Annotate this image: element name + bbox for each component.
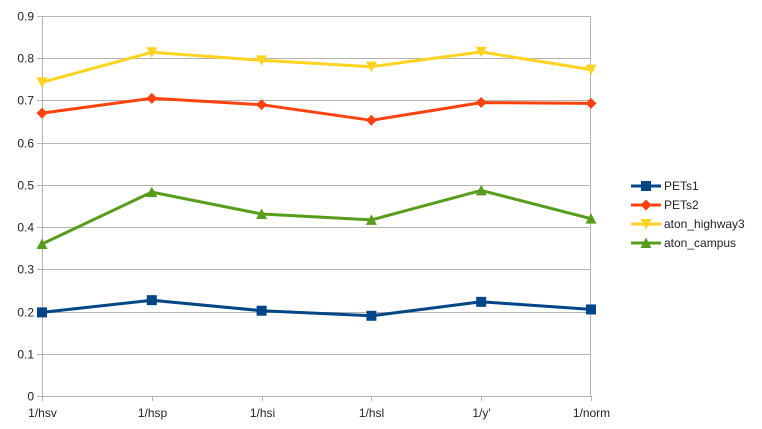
series-group bbox=[36, 46, 597, 321]
data-point bbox=[256, 99, 268, 111]
data-point bbox=[256, 305, 267, 316]
x-axis-ticks: 1/hsv 1/hsp 1/hsi 1/hsl 1/y' 1/norm bbox=[28, 396, 610, 420]
data-point bbox=[585, 213, 597, 224]
y-tick-label: 0.9 bbox=[17, 10, 34, 24]
y-tick-label: 0.1 bbox=[17, 348, 34, 362]
x-tick-label: 1/hsp bbox=[138, 406, 168, 420]
series-pets1 bbox=[37, 295, 596, 321]
y-tick-label: 0 bbox=[27, 390, 34, 404]
data-point bbox=[585, 97, 597, 109]
series-line bbox=[40, 96, 593, 122]
x-tick-label: 1/hsl bbox=[359, 406, 384, 420]
legend: PETs1 PETs2 aton_highway3 aton_campus bbox=[631, 179, 745, 250]
series-line bbox=[40, 188, 593, 246]
series-line bbox=[40, 298, 593, 318]
legend-label: aton_campus bbox=[664, 236, 736, 250]
y-tick-label: 0.3 bbox=[17, 263, 34, 277]
data-point bbox=[146, 295, 157, 306]
x-tick-label: 1/hsv bbox=[28, 406, 57, 420]
data-point bbox=[36, 77, 48, 88]
series-line bbox=[40, 50, 593, 84]
data-point bbox=[146, 92, 158, 104]
data-point bbox=[36, 238, 48, 249]
legend-label: PETs2 bbox=[664, 198, 699, 212]
x-tick-label: 1/norm bbox=[573, 406, 610, 420]
data-point bbox=[365, 114, 377, 126]
data-point bbox=[37, 307, 47, 318]
data-point bbox=[365, 214, 377, 225]
legend-swatch-marker bbox=[640, 237, 652, 248]
data-point bbox=[256, 208, 268, 220]
data-point bbox=[146, 47, 158, 58]
y-tick-label: 0.5 bbox=[17, 179, 34, 193]
series-pets2 bbox=[36, 92, 597, 126]
series-aton-highway3 bbox=[36, 46, 597, 88]
data-point bbox=[475, 46, 487, 58]
data-point bbox=[36, 107, 48, 119]
legend-item: aton_highway3 bbox=[631, 217, 745, 231]
data-point bbox=[476, 296, 487, 307]
data-point bbox=[585, 64, 597, 76]
data-point bbox=[475, 97, 487, 109]
legend-label: PETs1 bbox=[664, 179, 699, 193]
series-aton-campus bbox=[36, 184, 597, 249]
legend-swatch-marker bbox=[641, 181, 651, 191]
legend-swatch-marker bbox=[640, 219, 652, 230]
legend-item: aton_campus bbox=[631, 236, 736, 250]
legend-swatch-marker bbox=[640, 199, 652, 211]
x-tick-label: 1/y' bbox=[472, 406, 490, 420]
x-tick-label: 1/hsi bbox=[250, 406, 275, 420]
legend-item: PETs2 bbox=[631, 198, 699, 212]
y-tick-label: 0.8 bbox=[17, 52, 34, 66]
y-tick-label: 0.6 bbox=[17, 137, 34, 151]
data-point bbox=[475, 184, 487, 196]
y-tick-label: 0.2 bbox=[17, 306, 34, 320]
legend-label: aton_highway3 bbox=[664, 217, 745, 231]
y-tick-label: 0.7 bbox=[17, 94, 34, 108]
data-point bbox=[586, 304, 596, 315]
data-point bbox=[256, 55, 268, 66]
data-point bbox=[146, 186, 158, 198]
y-tick-label: 0.4 bbox=[17, 221, 34, 235]
data-point bbox=[366, 310, 377, 321]
legend-item: PETs1 bbox=[631, 179, 699, 193]
y-axis-ticks: 0 0.1 0.2 0.3 0.4 0.5 0.6 0.7 0.8 0.9 bbox=[17, 10, 42, 404]
data-point bbox=[365, 61, 377, 73]
